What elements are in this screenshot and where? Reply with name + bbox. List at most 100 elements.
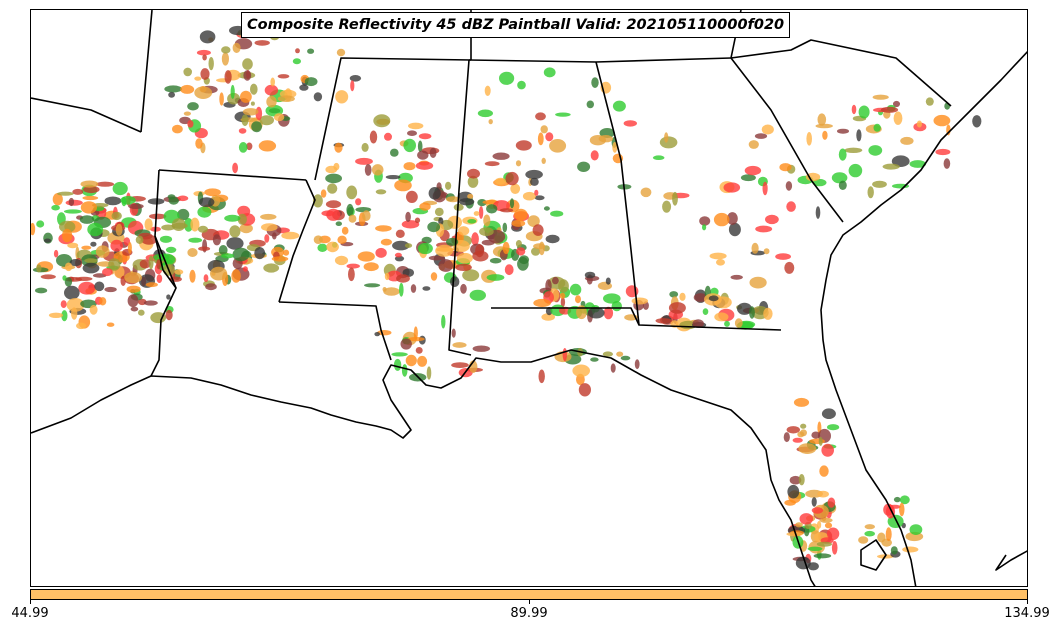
storm-cell (692, 319, 704, 328)
storm-cell (467, 168, 480, 179)
storm-cell (518, 255, 530, 265)
storm-cell (584, 271, 596, 279)
storm-cell (893, 496, 901, 503)
storm-cell (189, 269, 196, 283)
storm-cell (341, 226, 349, 235)
storm-cell (856, 129, 862, 142)
storm-cell (313, 235, 323, 244)
storm-cell (885, 527, 892, 542)
storm-cell (264, 234, 270, 243)
storm-cell (218, 245, 228, 255)
storm-cell (66, 298, 85, 312)
storm-cell (403, 162, 416, 171)
storm-cell (224, 214, 241, 222)
storm-cell (410, 284, 417, 293)
storm-cell (407, 130, 417, 136)
storm-cell (426, 366, 432, 380)
storm-cell (355, 198, 362, 206)
storm-cell (224, 70, 232, 84)
storm-cell (408, 122, 424, 130)
storm-cell (334, 142, 343, 153)
storm-cell (241, 114, 249, 126)
storm-cell (708, 295, 719, 302)
storm-cell (96, 181, 115, 187)
storm-cell (102, 268, 113, 277)
storm-cell (441, 314, 446, 329)
storm-cell (851, 104, 857, 115)
storm-cell (417, 150, 429, 160)
storm-cell (522, 191, 536, 201)
storm-cell (558, 279, 569, 293)
storm-cell (229, 225, 241, 238)
storm-cell (417, 242, 433, 255)
storm-cell (603, 293, 621, 304)
storm-cell (168, 91, 176, 98)
storm-cell (401, 364, 408, 377)
storm-cell (652, 155, 665, 160)
storm-cell (346, 263, 360, 269)
storm-cell (559, 292, 566, 299)
storm-cell (723, 182, 741, 193)
al-tn-border (468, 59, 597, 63)
storm-cell (187, 102, 199, 111)
storm-cell (148, 255, 154, 270)
storm-cell (867, 186, 874, 199)
storm-cell (664, 132, 669, 143)
storm-cell (172, 124, 183, 134)
storm-cell (763, 248, 770, 255)
storm-cell (900, 136, 914, 145)
storm-cell (198, 197, 215, 208)
storm-cell (783, 432, 790, 443)
storm-cell (270, 77, 275, 87)
storm-cell (452, 342, 467, 348)
storm-cell (120, 195, 136, 205)
storm-cell (396, 274, 410, 283)
storm-cell (578, 383, 592, 397)
al-ga-border (595, 61, 782, 331)
storm-cell (483, 214, 491, 227)
storm-cell (727, 212, 738, 225)
storm-cell (730, 274, 743, 280)
storm-cell (798, 474, 805, 486)
storm-cell (537, 132, 544, 146)
storm-cell (111, 211, 122, 221)
storm-cell (562, 348, 567, 362)
storm-cell (902, 546, 919, 553)
storm-cell (864, 530, 875, 537)
storm-cell (662, 200, 672, 213)
arkansas-west-border (140, 10, 153, 133)
storm-cell (916, 120, 923, 128)
storm-cell (477, 109, 493, 118)
storm-cell (509, 198, 515, 209)
storm-cell (534, 195, 545, 201)
storm-cell (68, 197, 75, 207)
storm-cell (744, 165, 762, 176)
storm-cell (612, 141, 618, 153)
storm-cell (84, 258, 98, 263)
storm-cell (336, 48, 346, 57)
storm-cell (572, 364, 590, 377)
storm-cell (240, 90, 252, 103)
storm-cell (307, 48, 315, 54)
storm-cell (81, 245, 92, 250)
storm-cell (219, 92, 224, 106)
storm-cell (590, 357, 599, 362)
storm-cell (545, 132, 554, 142)
storm-cell (238, 128, 247, 134)
storm-cell (699, 216, 711, 226)
storm-cell (346, 185, 358, 200)
storm-cell (226, 237, 244, 250)
lake-okeechobee (860, 539, 887, 571)
storm-cell (124, 272, 142, 284)
storm-cell (478, 206, 484, 219)
storm-cell (818, 436, 823, 446)
storm-cell (326, 241, 339, 253)
storm-cell (893, 111, 903, 125)
storm-cell (335, 90, 349, 104)
storm-cell (817, 490, 829, 498)
storm-cell (702, 308, 709, 315)
storm-cell (187, 248, 198, 257)
storm-cell (208, 57, 214, 71)
storm-cell (429, 147, 437, 158)
storm-cell (350, 80, 355, 92)
